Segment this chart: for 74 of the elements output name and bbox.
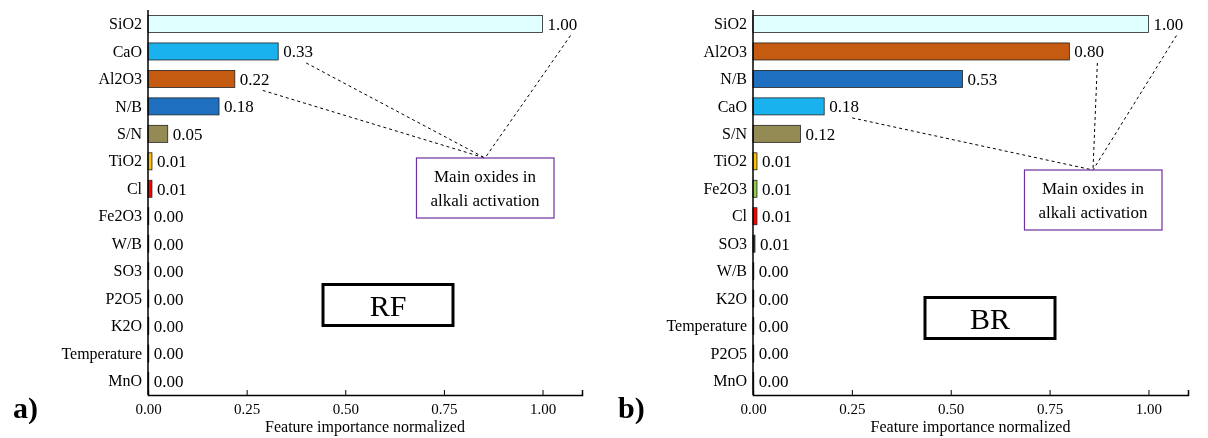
y-tick-label: K2O — [715, 289, 747, 307]
y-tick-label: Temperature — [61, 344, 142, 363]
annotation: Main oxides in alkali activation — [1038, 179, 1149, 222]
data-label: 0.00 — [153, 344, 184, 364]
y-tick-label: N/B — [115, 97, 142, 115]
data-label: 1.00 — [547, 14, 578, 34]
y-tick-label: W/B — [111, 234, 142, 252]
annotation: Main oxides in alkali activation — [430, 167, 541, 210]
y-tick-label: TiO2 — [108, 152, 142, 170]
x-tick-label: 0.00 — [135, 400, 162, 417]
data-label: 0.00 — [153, 262, 184, 282]
data-label: 0.01 — [761, 207, 792, 227]
y-tick-label: CaO — [112, 42, 142, 60]
data-label: 0.00 — [153, 207, 184, 227]
y-tick-label: Fe2O3 — [98, 207, 142, 225]
x-tick-label: 0.25 — [234, 400, 261, 417]
y-tick-label: S/N — [117, 124, 143, 142]
data-label: 0.80 — [1074, 42, 1105, 62]
x-tick-label: 0.50 — [938, 400, 965, 417]
y-tick-label: Temperature — [666, 317, 747, 336]
x-tick-label: 0.00 — [740, 400, 767, 417]
y-tick-label: Al2O3 — [703, 42, 747, 60]
data-label: 0.01 — [156, 179, 187, 199]
x-tick-label: 1.00 — [1135, 400, 1163, 417]
y-tick-label: SiO2 — [109, 15, 142, 33]
data-label: 0.18 — [829, 97, 859, 117]
x-tick-label: 0.50 — [332, 400, 359, 417]
y-tick-label: W/B — [716, 262, 747, 280]
y-tick-label: MnO — [713, 372, 747, 390]
data-label: 0.01 — [156, 152, 187, 172]
data-label: 0.01 — [759, 234, 790, 254]
data-label: 0.00 — [758, 317, 789, 337]
y-tick-label: S/N — [722, 124, 748, 142]
data-label: 0.00 — [153, 289, 184, 309]
x-axis-title: Feature importance normalized — [265, 418, 465, 436]
y-tick-label: TiO2 — [713, 152, 747, 170]
y-tick-label: MnO — [108, 372, 142, 390]
y-tick-label: Cl — [731, 207, 748, 225]
y-tick-label: Cl — [126, 179, 143, 197]
data-label: 0.33 — [283, 42, 313, 62]
data-label: 0.05 — [172, 124, 203, 144]
data-label: 0.18 — [224, 97, 254, 117]
text: b) — [618, 391, 645, 425]
x-axis-title: Feature importance normalized — [870, 418, 1071, 436]
y-tick-label: Al2O3 — [98, 70, 142, 88]
y-tick-label: K2O — [110, 317, 142, 335]
data-label: 0.01 — [761, 152, 792, 172]
data-label: 0.00 — [153, 317, 184, 337]
y-tick-label: SiO2 — [714, 15, 747, 33]
y-tick-label: P2O5 — [105, 289, 142, 307]
data-label: 0.00 — [758, 262, 789, 282]
data-label: 0.22 — [239, 69, 270, 89]
y-tick-label: SO3 — [718, 234, 747, 252]
text: a) — [13, 391, 38, 425]
data-label: 0.00 — [153, 234, 184, 254]
y-tick-label: P2O5 — [710, 344, 747, 362]
x-tick-label: 0.75 — [431, 400, 458, 417]
x-tick-label: 0.25 — [839, 400, 866, 417]
y-tick-label: N/B — [720, 70, 747, 88]
data-label: 0.00 — [758, 344, 789, 364]
text: BR — [969, 301, 1011, 335]
x-tick-label: 0.75 — [1036, 400, 1064, 417]
y-tick-label: Fe2O3 — [703, 179, 747, 197]
data-label: 0.00 — [758, 371, 789, 391]
data-label: 0.01 — [761, 179, 792, 199]
y-tick-label: SO3 — [113, 262, 142, 280]
data-label: 0.00 — [758, 289, 789, 309]
text: RF — [369, 288, 407, 322]
data-label: 0.12 — [805, 124, 836, 144]
x-tick-label: 1.00 — [529, 400, 557, 417]
data-label: 0.53 — [967, 69, 998, 89]
y-tick-label: CaO — [717, 97, 747, 115]
data-label: 1.00 — [1153, 14, 1184, 34]
data-label: 0.00 — [153, 371, 184, 391]
